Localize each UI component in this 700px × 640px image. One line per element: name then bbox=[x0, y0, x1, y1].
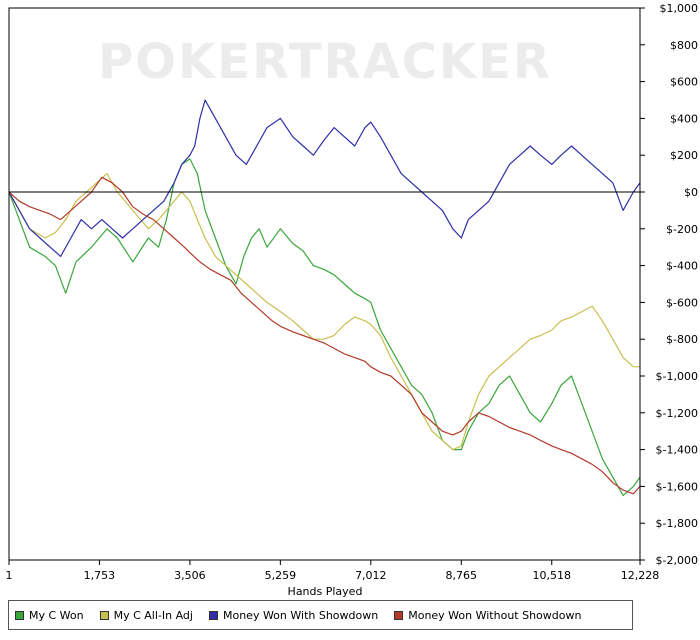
x-tick-label: 10,518 bbox=[533, 569, 572, 582]
legend-item-1[interactable]: My C Won bbox=[15, 609, 84, 622]
legend-item-2[interactable]: My C All-In Adj bbox=[99, 608, 193, 622]
legend-swatch bbox=[394, 610, 404, 620]
x-axis: 1 1,753 3,506 5,259 7,012 8,765 10,518 12,228 bbox=[6, 560, 660, 582]
series-line-4 bbox=[8, 176, 641, 495]
x-axis-title: Hands Played bbox=[288, 585, 363, 598]
legend-label: My C Won bbox=[29, 608, 84, 622]
x-tick-label: 12,228 bbox=[621, 569, 660, 582]
x-tick-label: 8,765 bbox=[446, 569, 478, 582]
y-tick-label: $600 bbox=[670, 76, 698, 89]
y-tick-label: $-1,600 bbox=[656, 480, 698, 493]
x-tick-label: 7,012 bbox=[355, 569, 387, 582]
legend: My C Won My C All-In Adj Money Won With Sh… bbox=[8, 600, 633, 630]
y-tick-label: $-1,200 bbox=[656, 407, 698, 420]
legend-swatch bbox=[99, 610, 109, 620]
y-tick-label: $200 bbox=[670, 149, 698, 162]
series-line-1 bbox=[8, 158, 641, 497]
x-tick-label: 5,259 bbox=[265, 569, 297, 582]
y-tick-label: $-1,000 bbox=[656, 370, 698, 383]
y-tick-label: $-600 bbox=[666, 296, 698, 309]
x-tick-label: 3,506 bbox=[174, 569, 206, 582]
legend-swatch bbox=[208, 610, 218, 620]
legend-swatch bbox=[15, 610, 24, 620]
series-line-2 bbox=[8, 173, 640, 451]
y-tick-label: $0 bbox=[684, 186, 698, 199]
y-tick-label: $-400 bbox=[666, 260, 698, 273]
legend-label: My C All-In Adj bbox=[113, 608, 193, 622]
y-tick-label: $1,000 bbox=[660, 2, 699, 15]
y-tick-label: $-1,800 bbox=[656, 517, 698, 530]
y-tick-label: $-2,000 bbox=[656, 554, 698, 567]
plot-frame bbox=[8, 7, 641, 561]
legend-label: Money Won With Showdown bbox=[222, 608, 379, 622]
series-line-3 bbox=[8, 99, 641, 257]
x-tick-label: 1,753 bbox=[84, 569, 116, 582]
legend-item-4[interactable]: Money Won Without Showdown bbox=[394, 609, 581, 622]
y-tick-label: $800 bbox=[670, 39, 698, 52]
legend-item-3[interactable]: Money Won With Showdown bbox=[208, 608, 379, 622]
y-tick-label: $-200 bbox=[666, 223, 698, 236]
watermark: POKERTRACKER bbox=[98, 34, 552, 90]
legend-label: Money Won Without Showdown bbox=[408, 608, 582, 622]
y-tick-label: $-1,400 bbox=[656, 444, 698, 457]
y-axis: $1,000 $800 $600 $400 $200 $0 $-200 $-400 $-600 $… bbox=[640, 2, 698, 567]
x-tick-label: 1 bbox=[6, 569, 13, 582]
y-tick-label: $-800 bbox=[666, 333, 698, 346]
series-layer bbox=[8, 99, 641, 497]
y-tick-label: $400 bbox=[670, 112, 698, 125]
